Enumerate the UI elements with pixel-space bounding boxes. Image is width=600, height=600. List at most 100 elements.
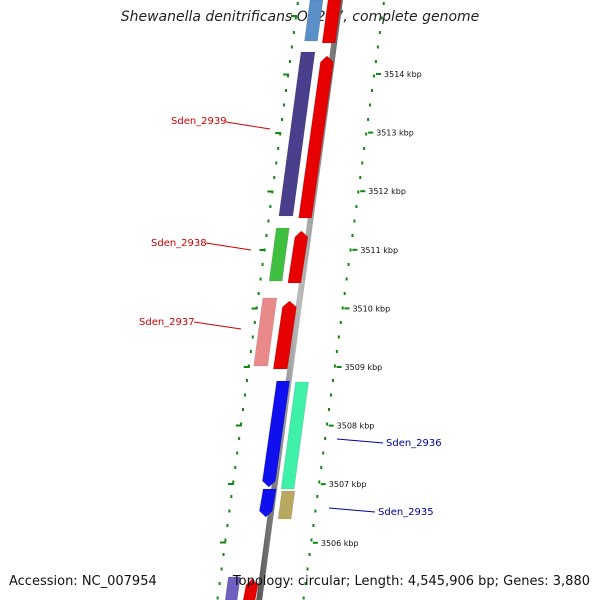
ruler-major-tick xyxy=(267,190,274,193)
cds-sden-2937 xyxy=(272,300,297,370)
ruler-dot xyxy=(277,147,280,150)
ruler-dot xyxy=(374,60,377,63)
ruler-dot xyxy=(218,582,221,585)
ruler-dot xyxy=(335,350,338,353)
tick-label: 3514 kbp xyxy=(384,70,422,79)
ruler-major-tick xyxy=(220,541,227,544)
gene-partial-bottom xyxy=(224,576,241,600)
ruler-dot xyxy=(341,306,344,310)
label-leader-line xyxy=(225,121,271,130)
ruler-dot xyxy=(337,335,340,339)
tick-label: 3512 kbp xyxy=(368,187,406,196)
tick-mark xyxy=(336,366,342,368)
ruler-dot xyxy=(230,495,233,498)
ruler-major-tick xyxy=(283,73,290,76)
ruler-dot xyxy=(236,451,239,455)
gene-label: Sden_2938 xyxy=(151,238,207,249)
ruler-major-tick xyxy=(259,249,266,251)
ruler-dot xyxy=(224,538,227,542)
tick-mark xyxy=(320,483,326,486)
ruler-dot xyxy=(251,335,254,339)
gene-label: Sden_2939 xyxy=(171,116,227,127)
ruler-dot xyxy=(378,31,381,34)
ruler-dot xyxy=(286,74,289,78)
ruler-dot xyxy=(314,509,317,513)
gene-sden-2939 xyxy=(278,51,316,217)
ruler-dot xyxy=(359,176,362,179)
ruler-dot xyxy=(283,103,286,107)
tick-mark xyxy=(344,307,350,310)
ruler-dot xyxy=(228,509,231,513)
ruler-dot xyxy=(371,89,374,92)
ruler-dot xyxy=(382,2,385,5)
gene-sden-2935 xyxy=(277,490,296,520)
ruler-dot xyxy=(363,147,366,150)
cds-partial-bottom xyxy=(242,578,259,600)
ruler-major-tick xyxy=(235,424,242,427)
tick-label: 3506 kbp xyxy=(321,539,359,548)
cds-sden-2938 xyxy=(287,230,309,284)
ruler-dot xyxy=(232,480,235,484)
gene-label: Sden_2936 xyxy=(386,438,442,449)
ruler-major-tick xyxy=(227,483,234,485)
tick-mark xyxy=(328,424,334,427)
ruler-dot xyxy=(285,89,288,92)
kbp-tick-marks: 3514 kbp 3513 kbp 3512 kbp 3511 kbp 3510 kbp… xyxy=(312,70,422,548)
ruler-dot xyxy=(216,596,219,600)
ruler-dot xyxy=(226,524,229,527)
ruler-dot xyxy=(308,553,311,556)
ruler-dot xyxy=(269,205,272,208)
tick-label: 3509 kbp xyxy=(345,363,383,372)
ruler-dot xyxy=(343,292,346,295)
ruler-dot xyxy=(288,60,291,63)
ruler-major-tick xyxy=(275,132,282,134)
ruler-dot xyxy=(361,161,364,165)
cds-partial-top xyxy=(321,0,342,44)
ruler-dot xyxy=(245,379,248,382)
ruler-dot xyxy=(249,350,252,353)
ruler-dot xyxy=(326,422,329,426)
ruler-dot xyxy=(369,103,372,107)
ruler-dot xyxy=(296,2,299,5)
ruler-dot xyxy=(372,74,375,78)
tick-mark xyxy=(352,248,358,251)
ruler-dot xyxy=(347,263,350,266)
ruler-dot xyxy=(310,538,313,542)
gene-label: Sden_2935 xyxy=(378,507,434,518)
ruler-dot xyxy=(333,364,336,368)
ruler-dot xyxy=(349,248,352,252)
ruler-major-tick xyxy=(243,366,250,368)
ruler-dot xyxy=(320,466,323,469)
ruler-dot xyxy=(275,161,278,165)
ruler-dot xyxy=(261,263,264,266)
ruler-dot xyxy=(306,567,309,571)
gene-sden-2937 xyxy=(253,297,278,367)
gene-label: Sden_2937 xyxy=(139,317,195,328)
ruler-dot xyxy=(351,234,354,237)
gene-labels: Sden_2939 Sden_2938 Sden_2937 Sden_2936 Sden… xyxy=(139,116,442,518)
ruler-dot xyxy=(329,393,332,397)
ruler-dot xyxy=(376,45,379,49)
map-title: Shewanella denitrificans OS217, complete… xyxy=(120,9,480,25)
ruler-dot xyxy=(281,118,284,121)
cds-sden-2935 xyxy=(259,488,277,518)
ruler-dot xyxy=(339,321,342,324)
gene-sden-2936 xyxy=(280,381,309,490)
accession-text: Accession: NC_007954 xyxy=(9,574,157,589)
tick-label: 3511 kbp xyxy=(360,246,398,255)
gene-partial-top xyxy=(304,0,324,42)
ruler-dot xyxy=(316,495,319,498)
ruler-dot xyxy=(357,190,360,194)
ruler-dot xyxy=(380,16,383,20)
ruler-dot xyxy=(253,321,256,324)
ruler-dot xyxy=(273,176,276,179)
tick-mark xyxy=(368,131,374,134)
label-leader-line xyxy=(193,321,242,330)
ruler-dot xyxy=(328,408,331,411)
ruler-dot xyxy=(367,118,370,121)
ruler-dot xyxy=(222,553,225,556)
label-leader-line xyxy=(328,507,376,513)
ruler-dot xyxy=(234,466,237,469)
ruler-dot xyxy=(345,277,348,281)
